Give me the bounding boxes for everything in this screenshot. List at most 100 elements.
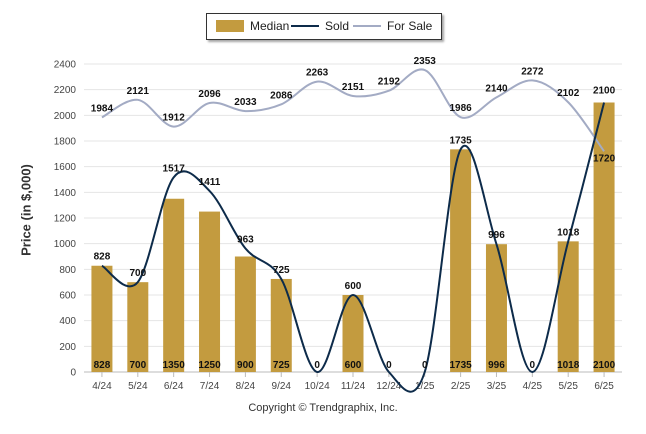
median-bar [234,256,256,372]
y-tick-label: 800 [59,265,76,276]
median-bar [450,149,472,372]
y-tick-label: 2400 [54,60,77,71]
y-tick-label: 1800 [54,137,77,148]
median-bar [557,241,579,372]
x-tick-label: 4/24 [92,381,112,392]
for-sale-data-label: 2263 [306,68,329,79]
for-sale-data-label: 1720 [593,153,616,164]
median-bar [593,102,615,372]
y-tick-label: 1600 [54,162,77,173]
sold-data-label: 600 [345,281,362,292]
y-tick-label: 2000 [54,111,77,122]
copyright: Copyright © Trendgraphix, Inc. [248,402,398,414]
sold-data-label: 1018 [557,227,580,238]
y-tick-label: 600 [59,291,76,302]
median-data-label: 996 [488,360,505,371]
median-data-label: 725 [273,360,290,371]
x-tick-label: 3/25 [487,381,507,392]
for-sale-data-label: 2353 [414,56,437,67]
x-axis: 4/24 5/24 6/24 7/24 8/24 9/24 10/24 11/24 12/24 1… [92,372,614,392]
for-sale-data-label: 2192 [378,77,401,88]
sold-data-label: 1411 [199,177,221,188]
x-tick-label: 2/25 [451,381,471,392]
legend-label-median: Median [250,19,290,33]
x-tick-label: 9/24 [272,381,292,392]
median-bar [270,278,292,372]
for-sale-data-label: 2140 [485,83,508,94]
sold-data-label: 700 [129,268,146,279]
median-bar [127,282,149,372]
for-sale-data-label: 1986 [449,103,472,114]
sold-line [101,102,606,393]
median-data-label: 700 [129,360,146,371]
y-tick-label: 2200 [54,85,77,96]
legend-item-median[interactable]: Median [216,19,289,33]
y-axis: 0 200 400 600 800 1000 1200 1400 1600 1800 2000 220… [54,60,77,379]
median-swatch [216,20,244,32]
sold-swatch [291,25,319,27]
sold-data-label: 725 [273,265,290,276]
for-sale-data-label: 2151 [342,82,365,93]
sold-data-label: 963 [237,234,254,245]
x-tick-label: 6/24 [164,381,184,392]
y-tick-label: 200 [59,342,76,353]
for-sale-data-label: 2272 [521,66,544,77]
y-axis-title: Price (in $,000) [18,164,34,256]
x-tick-label: 6/25 [594,381,614,392]
median-bars [91,102,615,372]
median-data-label: 600 [345,360,362,371]
x-tick-label: 4/25 [523,381,543,392]
y-tick-label: 1400 [54,188,77,199]
data-labels: 1984 2121 1912 2096 2033 2086 2263 2151 2192 2353… [91,56,616,371]
for-sale-data-label: 2033 [234,97,257,108]
y-tick-label: 0 [70,368,76,379]
median-data-label: 1018 [557,360,580,371]
median-data-label: 1350 [163,360,186,371]
sold-data-label: 2100 [593,86,616,97]
for-sale-data-label: 1984 [91,103,114,114]
median-data-label: 900 [237,360,254,371]
sold-data-label: 996 [488,230,505,241]
median-data-label: 1250 [198,360,221,371]
legend-label-for-sale: For Sale [387,19,433,33]
legend-item-sold[interactable]: Sold [291,19,349,33]
sold-data-label: 1517 [163,163,186,174]
median-bar [91,265,113,372]
median-bar [199,211,221,372]
for-sale-data-label: 2096 [198,89,221,100]
y-tick-label: 400 [59,316,76,327]
median-data-label: 0 [422,360,428,371]
median-data-label: 1735 [449,360,472,371]
for-sale-line [101,68,605,152]
median-data-label: 0 [386,360,392,371]
median-bar [163,198,185,372]
lines [101,68,606,393]
x-tick-label: 8/24 [236,381,256,392]
sold-data-label: 1735 [449,135,472,146]
median-data-label: 828 [94,360,111,371]
sold-data-label: 828 [94,252,111,263]
for-sale-data-label: 2086 [270,90,293,101]
median-data-label: 2100 [593,360,616,371]
y-tick-label: 1000 [54,239,77,250]
legend-item-for-sale[interactable]: For Sale [353,19,432,33]
legend-label-sold: Sold [325,19,350,33]
median-data-label: 0 [314,360,320,371]
x-tick-label: 5/25 [558,381,578,392]
x-tick-label: 10/24 [305,381,330,392]
x-tick-label: 7/24 [200,381,220,392]
median-bar [342,295,364,372]
for-sale-swatch [353,25,381,27]
y-tick-label: 1200 [54,214,77,225]
x-tick-label: 1/25 [415,381,435,392]
x-tick-label: 12/24 [376,381,401,392]
for-sale-data-label: 2121 [127,86,150,97]
for-sale-data-label: 1912 [163,113,186,124]
for-sale-data-label: 2102 [557,88,580,99]
median-bar [485,244,507,372]
legend: Median Sold For Sale [206,13,442,40]
median-data-label: 0 [530,360,536,371]
x-tick-label: 11/24 [341,381,366,392]
x-tick-label: 5/24 [128,381,148,392]
